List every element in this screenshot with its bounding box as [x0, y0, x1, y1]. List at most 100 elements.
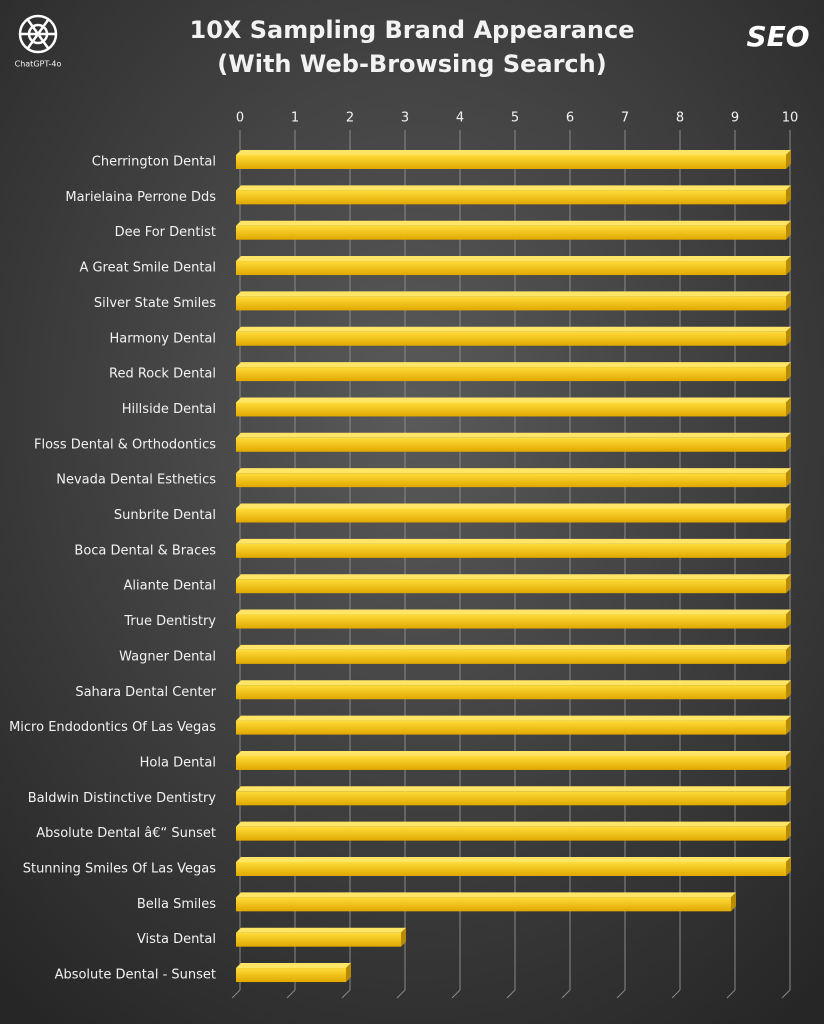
bar-side — [786, 468, 791, 488]
y-tick-label: Aliante Dental — [124, 579, 216, 594]
bar — [236, 685, 786, 700]
bar-side — [786, 574, 791, 594]
bar-top — [236, 892, 736, 898]
grid-foot — [341, 989, 351, 999]
bar — [236, 720, 786, 735]
bar — [236, 367, 786, 382]
bar — [236, 968, 346, 983]
y-tick-label: Sahara Dental Center — [75, 685, 216, 700]
grid-foot — [451, 989, 461, 999]
grid-foot — [286, 989, 296, 999]
bar-top — [236, 468, 791, 474]
bar-side — [786, 821, 791, 841]
bar-side — [786, 538, 791, 558]
y-tick-label: Nevada Dental Esthetics — [56, 473, 216, 488]
x-tick-label: 0 — [236, 111, 244, 126]
bar — [236, 932, 401, 947]
y-tick-label: Boca Dental & Braces — [74, 543, 216, 558]
chart-title: 10X Sampling Brand Appearance — [190, 16, 635, 44]
bar-top — [236, 256, 791, 262]
x-tick-label: 3 — [401, 111, 409, 126]
bar-side — [786, 609, 791, 629]
y-tick-label: Sunbrite Dental — [114, 508, 216, 523]
x-tick-label: 1 — [291, 111, 299, 126]
bar-top — [236, 503, 791, 509]
y-tick-label: A Great Smile Dental — [79, 261, 216, 276]
bar — [236, 614, 786, 629]
bar-side — [346, 963, 351, 983]
bar — [236, 331, 786, 346]
logo-label: ChatGPT-4o — [15, 60, 62, 69]
chart-title: (With Web-Browsing Search) — [217, 50, 606, 78]
bar-top — [236, 750, 791, 756]
bar — [236, 862, 786, 876]
bar — [236, 261, 786, 276]
grid-foot — [671, 989, 681, 999]
x-tick-label: 8 — [676, 111, 684, 126]
y-tick-label: Hillside Dental — [122, 402, 216, 417]
grid-foot — [561, 989, 571, 999]
grid-foot — [506, 989, 516, 999]
y-tick-label: Cherrington Dental — [92, 155, 216, 170]
y-tick-label: Hola Dental — [140, 755, 216, 770]
bar-top — [236, 715, 791, 721]
x-tick-label: 9 — [731, 111, 739, 126]
bar — [236, 225, 786, 240]
grid-foot — [616, 989, 626, 999]
x-tick-label: 4 — [456, 111, 464, 126]
y-tick-label: Bella Smiles — [137, 897, 216, 912]
bar — [236, 437, 786, 452]
bar-side — [786, 715, 791, 735]
y-tick-label: Floss Dental & Orthodontics — [34, 437, 216, 452]
x-tick-label: 2 — [346, 111, 354, 126]
bar — [236, 473, 786, 488]
bar — [236, 402, 786, 417]
bar — [236, 543, 786, 558]
bar — [236, 649, 786, 664]
seo-logo: SEO — [746, 20, 809, 53]
bar-side — [786, 857, 791, 876]
bar — [236, 791, 786, 806]
grid-foot — [726, 989, 736, 999]
bar-top — [236, 362, 791, 368]
bar-top — [236, 857, 791, 862]
y-tick-label: Wagner Dental — [119, 649, 216, 664]
bar-side — [786, 291, 791, 311]
grid-foot — [781, 989, 791, 999]
bar-top — [236, 609, 791, 615]
bar — [236, 897, 731, 912]
bar — [236, 579, 786, 594]
bar-side — [786, 256, 791, 276]
bar-side — [786, 680, 791, 700]
bar-top — [236, 397, 791, 403]
x-tick-label: 7 — [621, 111, 629, 126]
bar — [236, 155, 786, 169]
bar-top — [236, 150, 791, 155]
bar-top — [236, 291, 791, 297]
bar-side — [786, 786, 791, 806]
bar-top — [236, 927, 406, 933]
y-tick-label: Marielaina Perrone Dds — [65, 190, 216, 205]
bar-side — [786, 185, 791, 205]
bar-side — [786, 644, 791, 664]
bar — [236, 508, 786, 523]
grid-foot — [231, 989, 241, 999]
bar-side — [731, 892, 736, 912]
bar — [236, 755, 786, 770]
y-tick-label: Micro Endodontics Of Las Vegas — [9, 720, 216, 735]
bar-side — [401, 927, 406, 947]
y-tick-label: Red Rock Dental — [109, 367, 216, 382]
bar — [236, 296, 786, 311]
bar-top — [236, 574, 791, 580]
bar-top — [236, 963, 351, 969]
chatgpt-logo — [18, 14, 58, 54]
bar — [236, 190, 786, 205]
bar-top — [236, 680, 791, 686]
x-tick-label: 10 — [782, 111, 799, 126]
y-tick-label: Silver State Smiles — [94, 296, 216, 311]
y-tick-label: True Dentistry — [123, 614, 216, 629]
bar-top — [236, 326, 791, 332]
grid-foot — [396, 989, 406, 999]
